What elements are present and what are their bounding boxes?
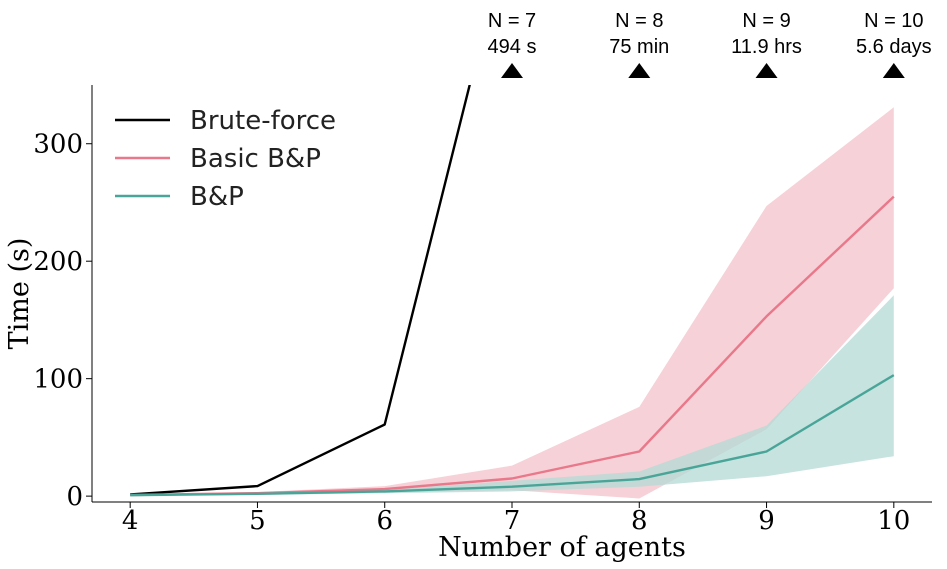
- annotation-n-label: N = 9: [742, 10, 790, 32]
- annotation-triangle-marker: [755, 63, 778, 78]
- legend-label-bandp: B&P: [190, 182, 244, 212]
- x-tick-label: 8: [631, 506, 648, 536]
- y-tick-label: 300: [33, 130, 83, 160]
- annotation-time-label: 494 s: [488, 36, 537, 58]
- legend-label-brute-force: Brute-force: [190, 106, 336, 136]
- y-tick-label: 0: [66, 482, 83, 512]
- annotation-triangle-marker: [501, 63, 523, 78]
- x-tick-label: 7: [504, 506, 521, 536]
- y-axis-label: Time (s): [4, 238, 35, 350]
- annotation-time-label: 11.9 hrs: [731, 36, 802, 58]
- x-tick-label: 6: [376, 506, 393, 536]
- annotation-n-label: N = 10: [864, 10, 923, 32]
- y-tick-label: 200: [33, 247, 83, 277]
- y-tick-label: 100: [33, 365, 83, 395]
- x-tick-label: 10: [877, 506, 910, 536]
- annotation-triangle-marker: [882, 63, 905, 78]
- series-line-bandp: [130, 374, 895, 497]
- band-basic-bandp: [130, 107, 894, 499]
- annotation-time-label: 75 min: [609, 36, 669, 58]
- x-tick-label: 9: [758, 506, 775, 536]
- annotation-n-label: N = 7: [488, 10, 536, 32]
- x-tick-label: 5: [249, 506, 266, 536]
- x-tick-label: 4: [122, 506, 139, 536]
- annotation-time-label: 5.6 days: [856, 36, 932, 58]
- legend-label-basic-bandp: Basic B&P: [190, 144, 321, 174]
- series-line-brute-force: [130, 85, 471, 496]
- annotation-triangle-marker: [628, 63, 651, 78]
- x-axis-label: Number of agents: [438, 532, 686, 563]
- annotation-n-label: N = 8: [615, 10, 663, 32]
